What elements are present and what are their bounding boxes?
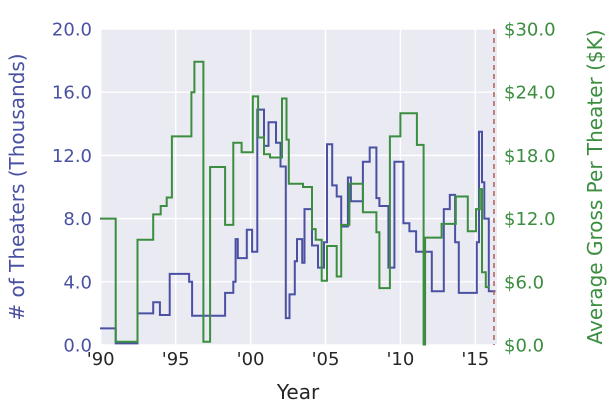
x-axis-tick-label: '00 — [237, 349, 265, 370]
right-axis-tick-label: $30.0 — [504, 20, 556, 41]
left-axis-tick-label: 8.0 — [63, 209, 92, 230]
x-axis-tick-label: '95 — [162, 349, 190, 370]
x-axis-title: Year — [276, 380, 320, 404]
right-axis-tick-label: $0.0 — [504, 336, 544, 357]
series-avg-gross-per-theater-line — [100, 60, 490, 346]
x-axis-tick-label: '05 — [312, 349, 340, 370]
left-axis-tick-label: 0.0 — [63, 336, 92, 357]
plot-background — [100, 29, 497, 345]
left-axis-tick-label: 20.0 — [52, 20, 92, 41]
right-axis-tick-label: $6.0 — [504, 272, 544, 293]
x-axis-tick-label: '10 — [386, 349, 414, 370]
left-axis-tick-label: 12.0 — [52, 146, 92, 167]
right-axis-tick-label: $24.0 — [504, 83, 556, 104]
right-axis-tick-label: $18.0 — [504, 146, 556, 167]
right-axis-title: Average Gross Per Theater ($K) — [583, 29, 607, 345]
left-axis-title: # of Theaters (Thousands) — [5, 53, 29, 321]
right-axis-tick-label: $12.0 — [504, 209, 556, 230]
x-axis-tick-label: '90 — [87, 349, 115, 370]
left-axis-tick-label: 4.0 — [63, 272, 92, 293]
left-axis-tick-label: 16.0 — [52, 83, 92, 104]
x-axis-tick-label: '15 — [461, 349, 489, 370]
